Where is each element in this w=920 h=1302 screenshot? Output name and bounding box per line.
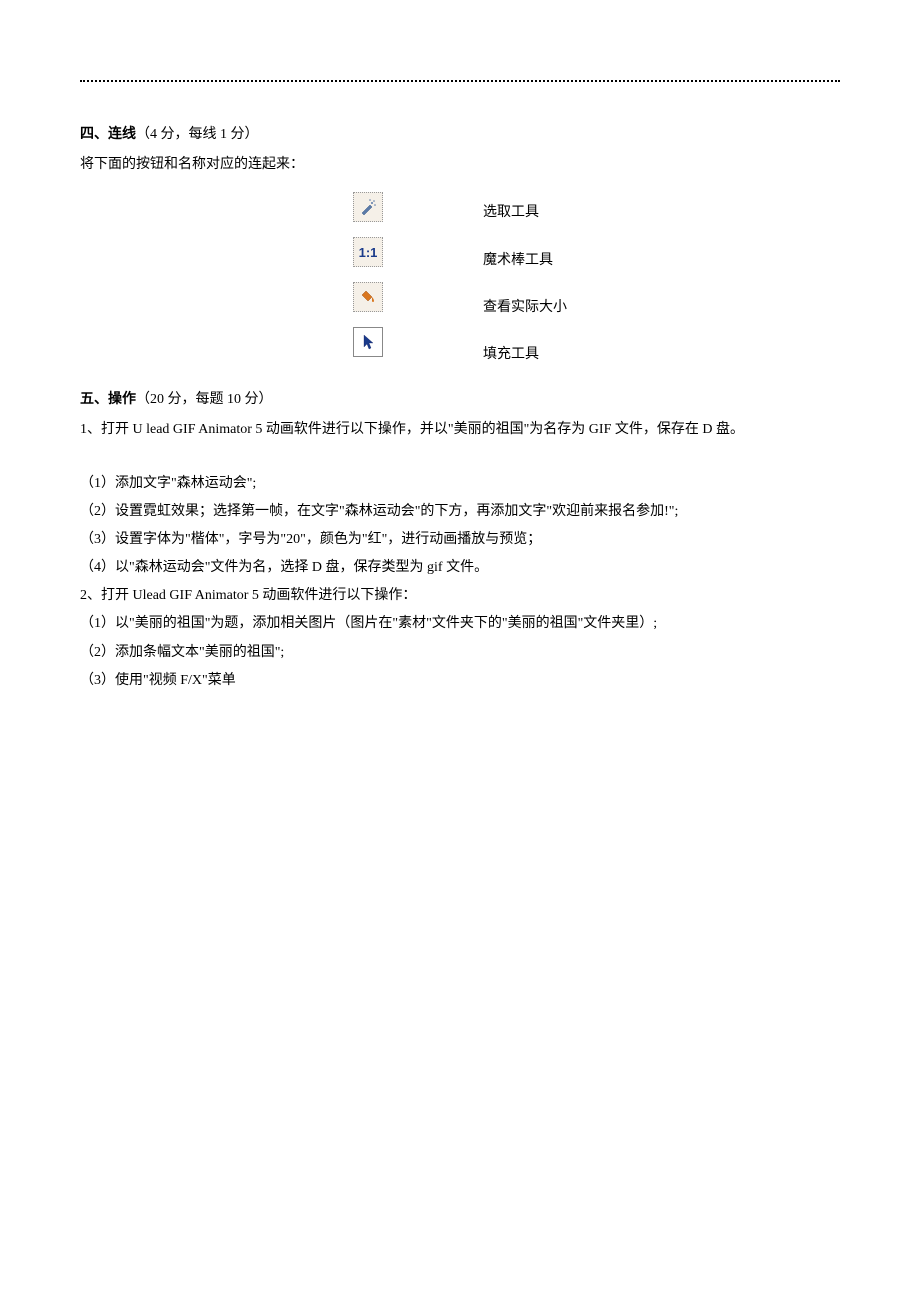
q2-item-1: （1）以"美丽的祖国"为题，添加相关图片（图片在"素材"文件夹下的"美丽的祖国"… [80, 611, 840, 636]
match-label-2: 魔术棒工具 [483, 248, 567, 273]
label-column: 选取工具 魔术棒工具 查看实际大小 填充工具 [483, 192, 567, 367]
magic-wand-icon [353, 192, 383, 222]
q1-intro: 1、打开 U lead GIF Animator 5 动画软件进行以下操作，并以… [80, 417, 840, 442]
fill-bucket-icon [353, 282, 383, 312]
match-label-3: 查看实际大小 [483, 295, 567, 320]
section5-header: 五、操作（20 分，每题 10 分） [80, 387, 840, 412]
pointer-icon [353, 327, 383, 357]
section5-title-bold: 五、操作 [80, 392, 136, 407]
q1-item-4: （4）以"森林运动会"文件为名，选择 D 盘，保存类型为 gif 文件。 [80, 555, 840, 580]
matching-container: 1:1 选取工具 魔术棒工具 查看实际大小 填充工具 [80, 192, 840, 367]
q2-item-3: （3）使用"视频 F/X"菜单 [80, 668, 840, 693]
ratio-text: 1:1 [359, 241, 378, 264]
q1-item-1: （1）添加文字"森林运动会"; [80, 471, 840, 496]
match-label-4: 填充工具 [483, 342, 567, 367]
match-label-1: 选取工具 [483, 200, 567, 225]
section5-title-rest: （20 分，每题 10 分） [136, 392, 273, 407]
section4-intro: 将下面的按钮和名称对应的连起来： [80, 152, 840, 177]
section4-header: 四、连线（4 分，每线 1 分） [80, 122, 840, 147]
q1-item-3: （3）设置字体为"楷体"，字号为"20"，颜色为"红"，进行动画播放与预览； [80, 527, 840, 552]
icon-column: 1:1 [353, 192, 383, 367]
q1-item-2: （2）设置霓虹效果；选择第一帧，在文字"森林运动会"的下方，再添加文字"欢迎前来… [80, 499, 840, 524]
q2-intro: 2、打开 Ulead GIF Animator 5 动画软件进行以下操作： [80, 583, 840, 608]
ratio-11-icon: 1:1 [353, 237, 383, 267]
section4-title-rest: （4 分，每线 1 分） [136, 127, 259, 142]
dotted-separator [80, 80, 840, 82]
section4-title-bold: 四、连线 [80, 127, 136, 142]
q2-item-2: （2）添加条幅文本"美丽的祖国"; [80, 640, 840, 665]
